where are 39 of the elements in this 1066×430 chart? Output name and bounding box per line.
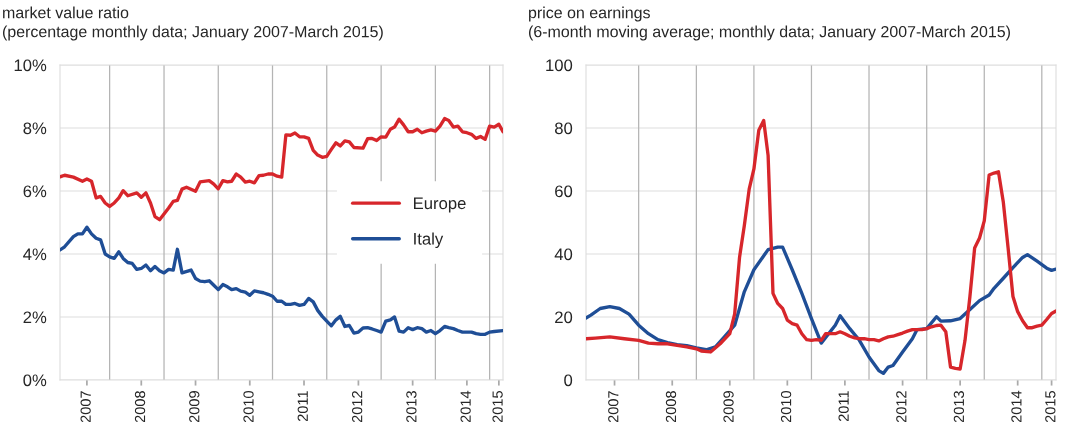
x-tick-label: 2008 xyxy=(134,391,146,423)
x-tick-label: 2014 xyxy=(460,390,471,423)
y-tick-label: 60 xyxy=(555,185,573,198)
x-tick-label: 2011 xyxy=(838,391,849,422)
y-tick-label: 100 xyxy=(546,59,573,72)
y-tick-label: 20 xyxy=(555,311,573,324)
x-tick-label: 2011 xyxy=(297,391,308,422)
line-series xyxy=(586,118,1056,371)
chart-subtitle: (percentage monthly data; January 2007-March 2015) xyxy=(2,25,383,41)
chart-subtitle: (6-month moving average; monthly data; January 2007-March 2015) xyxy=(528,25,1010,41)
x-tick-label: 2013 xyxy=(406,391,417,423)
y-tick-label: 8% xyxy=(23,122,47,135)
x-tick-label: 2012 xyxy=(896,391,907,423)
chart-title: price on earnings xyxy=(529,6,650,22)
x-tick-label: 2015 xyxy=(492,391,503,423)
x-tick-label: 2009 xyxy=(723,391,734,423)
y-tick-label: 80 xyxy=(554,122,573,135)
x-tick-label: 2015 xyxy=(1045,391,1056,423)
y-tick-label: 40 xyxy=(554,248,573,261)
line-series xyxy=(60,116,503,222)
x-tick-label: 2007 xyxy=(80,391,91,423)
legend-label: Europe xyxy=(414,197,466,213)
x-tick-label: 2010 xyxy=(780,390,792,423)
legend-label: Italy xyxy=(414,232,444,249)
x-tick-label: 2012 xyxy=(351,391,363,423)
x-tick-label: 2013 xyxy=(953,391,965,423)
x-tick-label: 2008 xyxy=(665,391,677,423)
y-tick-label: 6% xyxy=(23,185,47,198)
y-tick-label: 0% xyxy=(23,374,47,387)
y-tick-label: 4% xyxy=(23,248,47,261)
y-tick-label: 0 xyxy=(564,374,573,387)
line-series xyxy=(60,225,503,336)
y-tick-label: 10% xyxy=(14,59,47,72)
y-tick-label: 2% xyxy=(23,311,47,324)
x-tick-label: 2009 xyxy=(189,391,200,423)
x-tick-label: 2014 xyxy=(1011,390,1022,423)
chart-title: market value ratio xyxy=(3,6,129,19)
x-tick-label: 2007 xyxy=(608,391,619,423)
x-tick-label: 2010 xyxy=(243,390,254,423)
